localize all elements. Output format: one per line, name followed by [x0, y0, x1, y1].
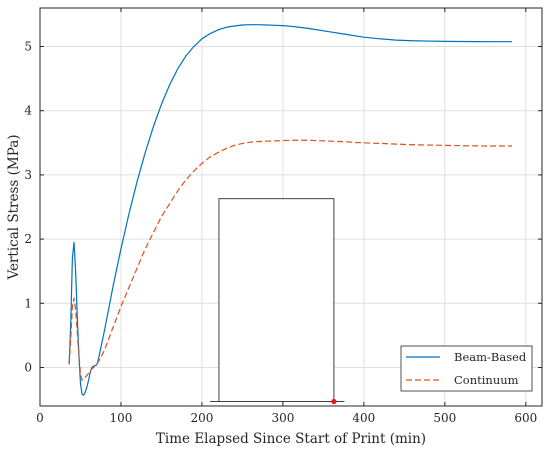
inset-wall-outline: [218, 198, 335, 403]
y-axis-label: Vertical Stress (MPa): [6, 134, 22, 280]
x-tick-label: 300: [271, 411, 294, 425]
y-tick-label: 2: [24, 232, 32, 246]
y-tick-label: 1: [24, 296, 32, 310]
inset-schematic: [210, 198, 345, 405]
y-tick-label: 0: [24, 360, 32, 374]
x-tick-label: 0: [36, 411, 44, 425]
series-line-continuum: [68, 139, 513, 381]
inset-sensor-marker: [331, 398, 337, 405]
legend-label-continuum: Continuum: [454, 373, 519, 387]
x-tick-label: 100: [110, 411, 133, 425]
legend: Beam-Based Continuum: [400, 345, 533, 392]
legend-label-beam-based: Beam-Based: [454, 350, 527, 364]
x-tick-label: 400: [352, 411, 375, 425]
y-tick-label: 4: [24, 104, 32, 118]
series-line-beam-based: [68, 24, 513, 396]
x-axis-label: Time Elapsed Since Start of Print (min): [156, 431, 426, 447]
x-tick-label: 500: [433, 411, 456, 425]
legend-box: [400, 345, 533, 392]
y-tick-label: 5: [24, 40, 32, 54]
axis-ticks: 0 100 200 300 400 500 600 0 1 2 3 4 5: [24, 8, 542, 425]
series-lines: [68, 24, 513, 396]
y-tick-label: 3: [24, 168, 32, 182]
x-tick-label: 200: [190, 411, 213, 425]
plot-frame: [39, 7, 543, 407]
x-tick-label: 600: [514, 411, 537, 425]
